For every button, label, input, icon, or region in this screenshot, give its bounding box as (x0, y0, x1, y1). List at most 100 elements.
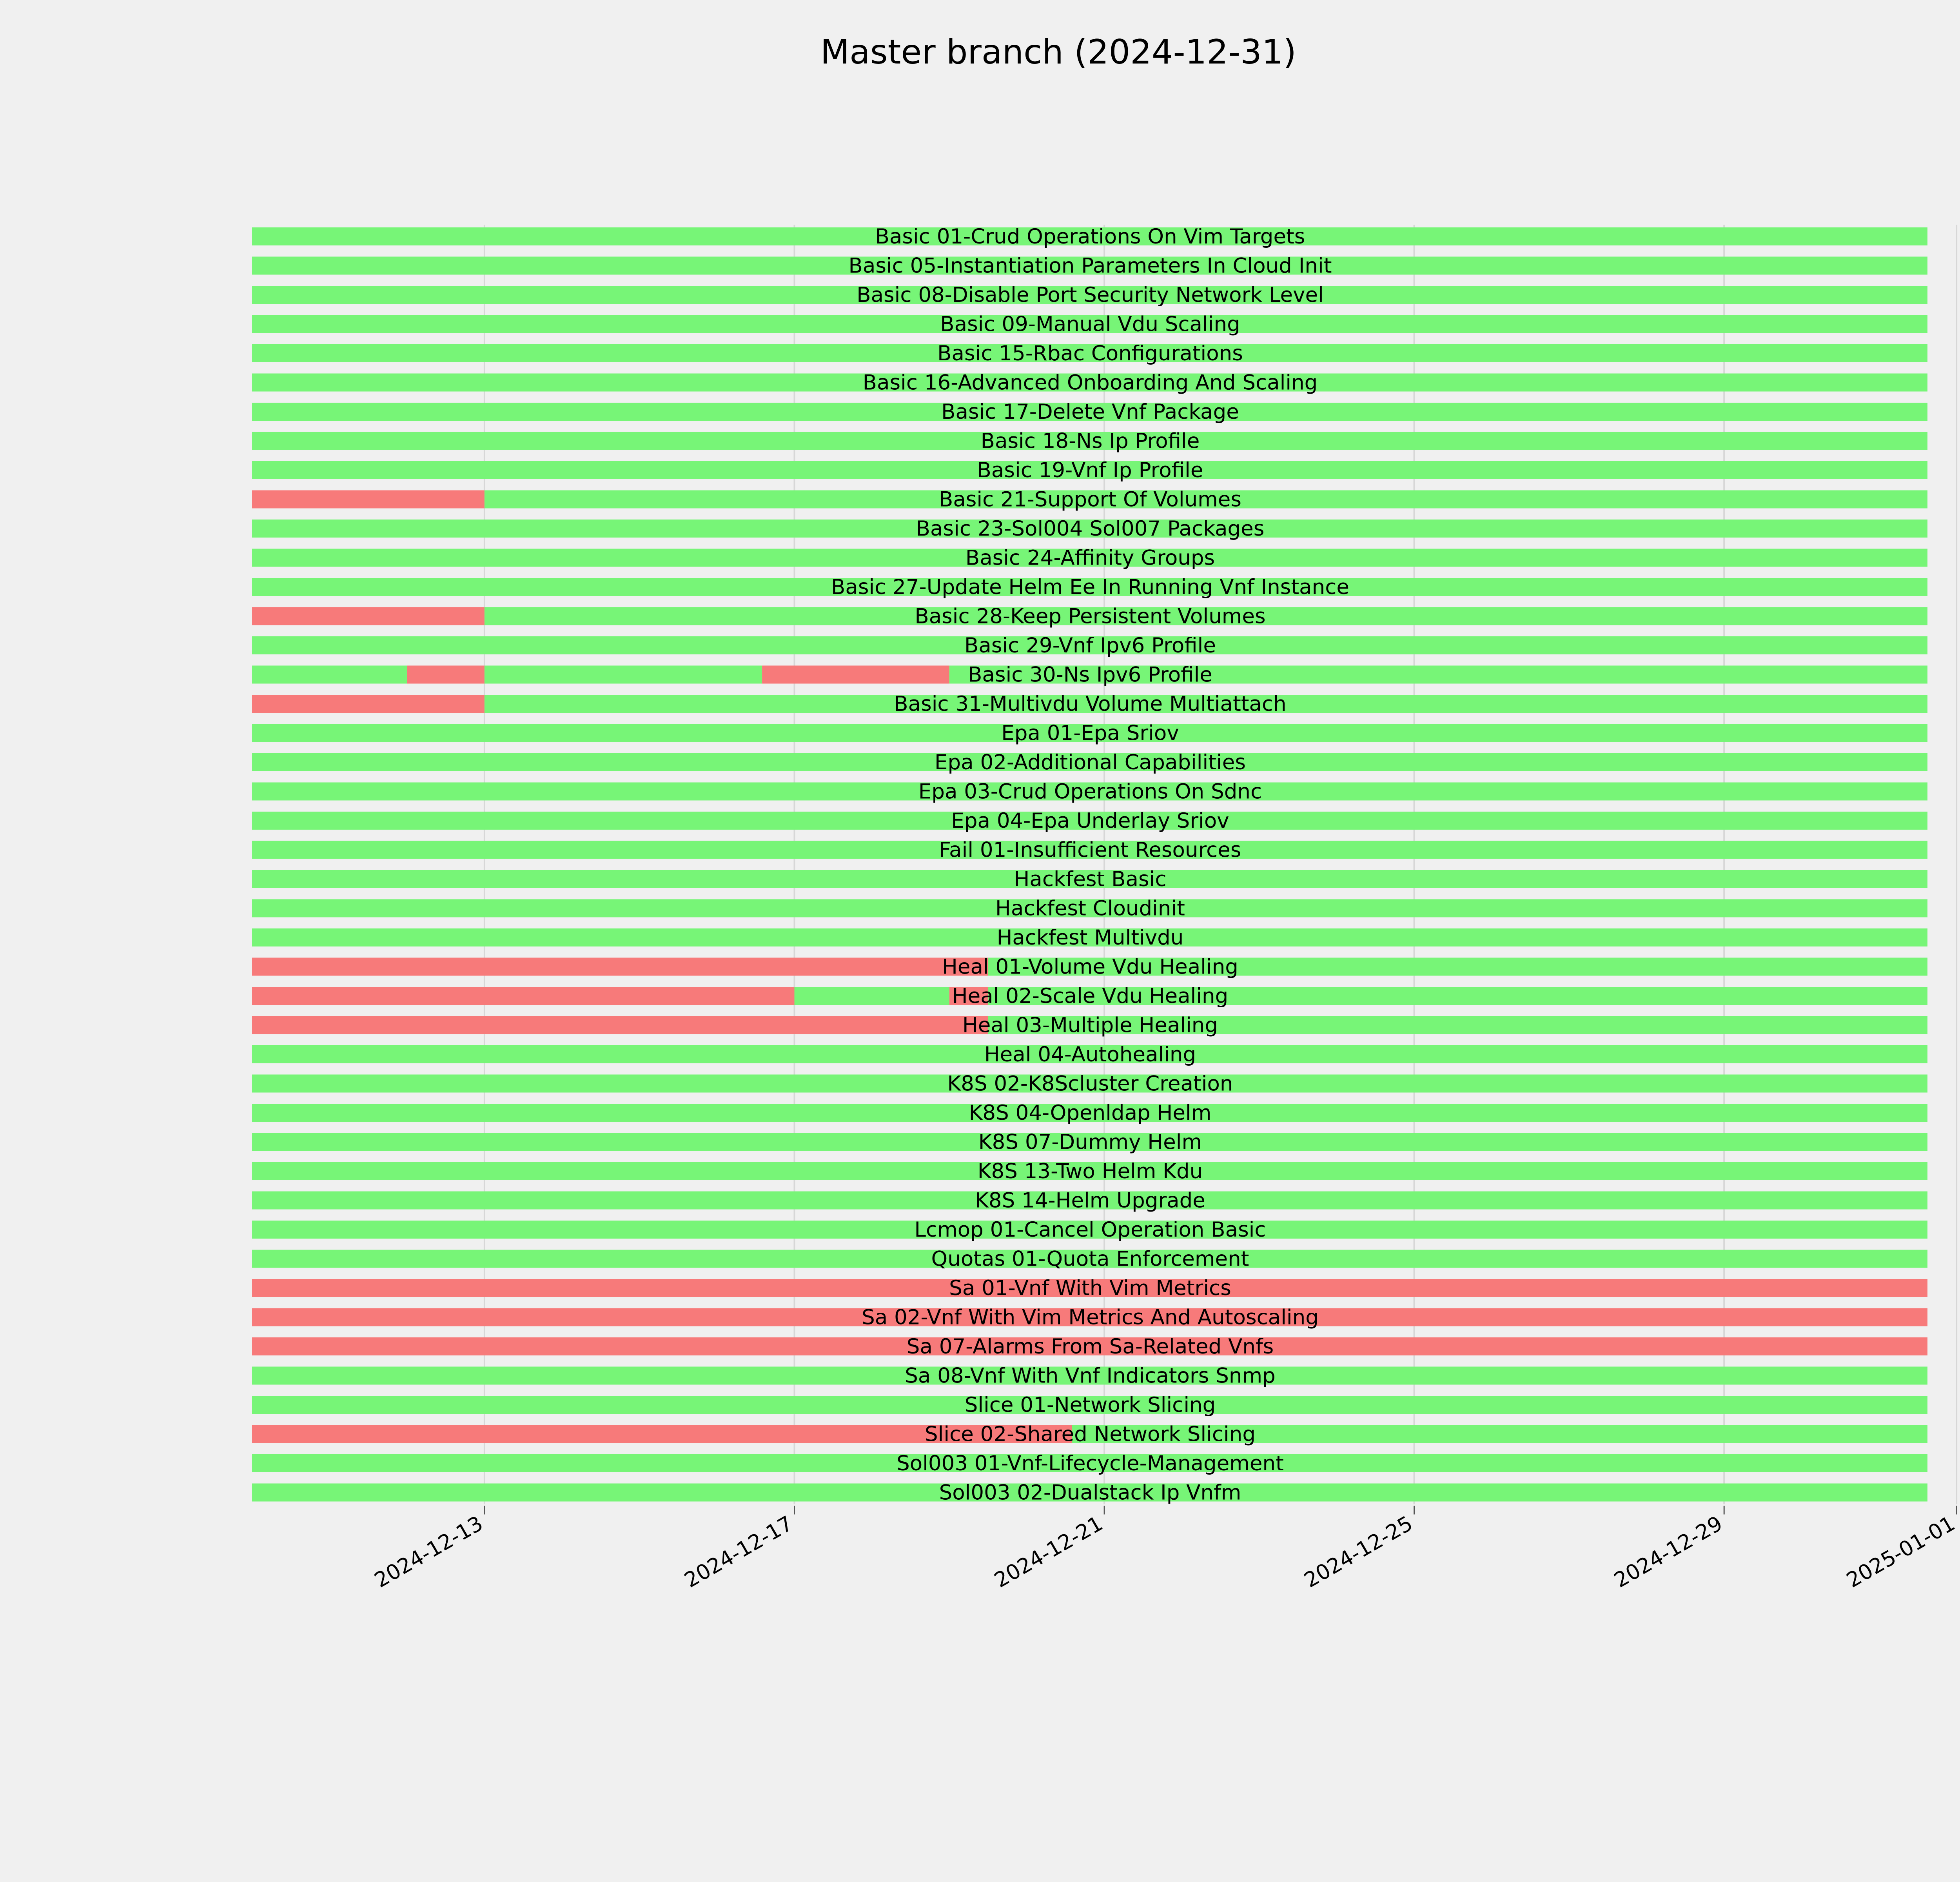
timeline-row (252, 286, 1927, 304)
fail-segment (252, 957, 988, 976)
pass-segment (484, 490, 1928, 509)
timeline-row (252, 1016, 1927, 1034)
row-label: Basic 09-Manual Vdu Scaling (940, 312, 1240, 336)
row-label: Basic 24-Affinity Groups (965, 546, 1215, 570)
row-label: Basic 16-Advanced Onboarding And Scaling (863, 371, 1318, 395)
row-label: Basic 15-Rbac Configurations (937, 342, 1243, 365)
timeline-row (252, 432, 1927, 450)
pass-segment (252, 870, 1927, 888)
fail-segment (252, 1016, 988, 1034)
pass-segment (252, 928, 1927, 946)
pass-segment (988, 1016, 1927, 1034)
timeline-row (252, 899, 1927, 917)
x-tick-label: 2024-12-13 (370, 1511, 487, 1593)
x-tick-label: 2024-12-29 (1610, 1511, 1726, 1593)
timeline-row (252, 636, 1927, 654)
timeline-row (252, 782, 1927, 801)
row-label: Basic 05-Instantiation Parameters In Clo… (848, 254, 1332, 278)
pass-segment (794, 987, 949, 1005)
row-label: Lcmop 01-Cancel Operation Basic (914, 1218, 1266, 1242)
pass-segment (252, 1045, 1927, 1063)
pass-segment (252, 724, 1927, 742)
row-label: Sa 02-Vnf With Vim Metrics And Autoscali… (862, 1306, 1319, 1330)
row-label: Basic 29-Vnf Ipv6 Profile (964, 634, 1216, 658)
row-label: Basic 27-Update Helm Ee In Running Vnf I… (831, 575, 1349, 599)
timeline-row (252, 724, 1927, 742)
row-label: Basic 01-Crud Operations On Vim Targets (875, 225, 1305, 249)
row-label: Basic 28-Keep Persistent Volumes (915, 605, 1265, 629)
row-label: Sa 08-Vnf With Vnf Indicators Snmp (905, 1364, 1276, 1388)
timeline-row (252, 957, 1927, 976)
pass-segment (252, 782, 1927, 801)
row-label: Heal 02-Scale Vdu Healing (952, 984, 1228, 1008)
timeline-row (252, 1162, 1927, 1180)
row-label: Sol003 02-Dualstack Ip Vnfm (939, 1481, 1241, 1505)
fail-segment (252, 607, 485, 625)
row-labels: Basic 01-Crud Operations On Vim Targets B… (831, 225, 1349, 1505)
row-label: Basic 19-Vnf Ip Profile (977, 458, 1203, 482)
pass-segment (252, 227, 1927, 245)
pass-segment (252, 1191, 1927, 1210)
chart-title: Master branch (2024-12-31) (820, 33, 1296, 72)
timeline-row (252, 520, 1927, 538)
row-label: Epa 03-Crud Operations On Sdnc (918, 780, 1262, 804)
fail-segment (252, 1337, 1927, 1355)
timeline-row (252, 812, 1927, 830)
row-label: Sol003 01-Vnf-Lifecycle-Management (897, 1451, 1284, 1475)
pass-segment (988, 957, 1927, 976)
timeline-row (252, 1250, 1927, 1268)
pass-segment (949, 665, 1927, 684)
pass-segment (252, 373, 1927, 392)
timeline-row (252, 1191, 1927, 1210)
x-tick-label: 2025-01-01 (1842, 1511, 1959, 1593)
row-label: Slice 01-Network Slicing (965, 1393, 1216, 1417)
fail-segment (252, 1425, 1072, 1443)
timeline-row (252, 1104, 1927, 1122)
pass-segment (484, 695, 1928, 713)
timeline-row (252, 607, 1928, 625)
timeline-row (252, 695, 1928, 713)
timeline-row (252, 665, 1927, 684)
x-tick-label: 2024-12-21 (990, 1511, 1107, 1593)
pass-segment (252, 344, 1927, 362)
timeline-row (252, 227, 1927, 245)
row-label: K8S 14-Helm Upgrade (975, 1189, 1205, 1213)
row-label: Basic 08-Disable Port Security Network L… (857, 283, 1324, 307)
timeline-row (252, 1483, 1927, 1502)
row-label: Fail 01-Insufficient Resources (939, 838, 1241, 862)
timeline-row (252, 1133, 1927, 1151)
timeline-row (252, 1279, 1927, 1297)
timeline-row (252, 1337, 1927, 1355)
timeline-row (252, 403, 1927, 421)
pass-segment (252, 315, 1927, 333)
pass-segment (252, 1250, 1927, 1268)
row-label: Epa 04-Epa Underlay Sriov (951, 809, 1229, 833)
row-label: Slice 02-Shared Network Slicing (925, 1422, 1256, 1446)
timeline-row (252, 315, 1927, 333)
fail-segment (762, 665, 949, 684)
row-label: Hackfest Cloudinit (995, 897, 1185, 921)
pass-segment (252, 1483, 1927, 1502)
x-axis: 2024-12-13 2024-12-17 2024-12-21 2024-12-25… (370, 1506, 1959, 1593)
timeline-row (252, 1454, 1927, 1472)
timeline-row (252, 490, 1928, 509)
fail-segment (252, 490, 485, 509)
x-tick-label: 2024-12-17 (681, 1511, 797, 1593)
timeline-row (252, 841, 1927, 859)
row-label: Epa 02-Additional Capabilities (935, 750, 1246, 774)
row-label: K8S 02-K8Scluster Creation (947, 1072, 1233, 1096)
row-label: Basic 23-Sol004 Sol007 Packages (916, 517, 1265, 541)
pass-segment (252, 1162, 1927, 1180)
pass-segment (252, 578, 1927, 596)
pass-segment (252, 1133, 1927, 1151)
row-label: Heal 04-Autohealing (984, 1043, 1196, 1066)
pass-segment (252, 461, 1927, 479)
row-label: Basic 30-Ns Ipv6 Profile (968, 663, 1212, 687)
row-label: Heal 01-Volume Vdu Healing (942, 955, 1238, 979)
pass-segment (484, 607, 1928, 625)
fail-segment (407, 665, 485, 684)
timeline-row (252, 549, 1927, 567)
timeline-row (252, 987, 1927, 1005)
timeline-row (252, 1366, 1927, 1385)
fail-segment (949, 987, 988, 1005)
